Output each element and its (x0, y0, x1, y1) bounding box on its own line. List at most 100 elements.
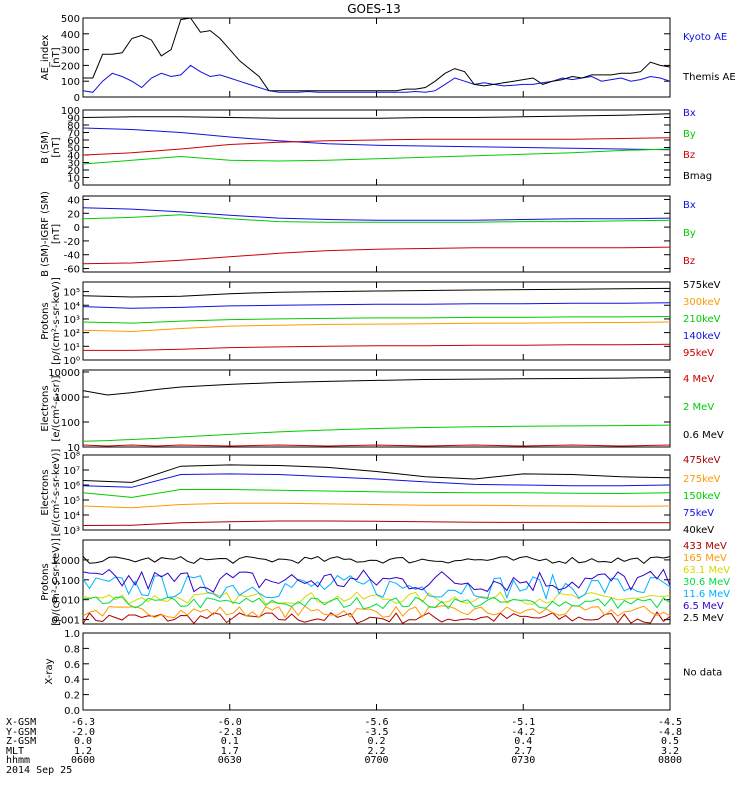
footer-value: -5.1 (511, 717, 536, 728)
footer-row-label: Y-GSM (6, 726, 37, 738)
y-tick-label: 10⁵ (63, 496, 80, 507)
panel-5: 10 100 1000 10000 Electrons [e/(cm²-s-sr)] 4 M… (40, 368, 724, 454)
y-tick-label: 10¹ (63, 342, 80, 353)
y-tick-label: 80 (67, 121, 80, 132)
y-tick-label: 10⁰ (63, 356, 80, 367)
y-tick-label: 100 (61, 77, 80, 88)
footer-value: 2.2 (367, 745, 386, 757)
y-tick-label: 1.0 (64, 629, 80, 640)
footer-value: 0.2 (367, 736, 386, 748)
y-tick-label: 70 (67, 129, 80, 140)
series-line-bz (82, 137, 671, 156)
footer-row-y-gsm: Y-GSM -2.0 -2.8 -3.5 -4.2 -4.8 (6, 726, 750, 738)
panel-frame (82, 369, 671, 448)
orbit-footer: X-GSM -6.3 -6.0 -5.6 -5.1 -4.5 Y-GSM -2.0 -2.8 -3… (6, 718, 750, 798)
y-tick-label: -40 (64, 251, 80, 262)
y-tick-label: 0 (74, 181, 80, 192)
legend-75kev: 75keV (683, 508, 714, 519)
y-tick-label: 10⁴ (63, 301, 80, 312)
y-tick-label: 60 (67, 136, 80, 147)
footer-value: -4.2 (511, 726, 536, 738)
y-tick-label: 50 (67, 144, 80, 155)
panel-3: -60 -40 -20 0 20 40 B (SM)-IGRF (SM) [nT] Bx By Bz (40, 191, 696, 277)
panel-frame (82, 454, 671, 531)
footer-row-label: Z-GSM (6, 736, 37, 748)
y-tick-label: 0.2 (64, 691, 80, 702)
y-axis-label: [e/(cm²-s-sr)] (51, 375, 62, 441)
y-tick-label: -60 (64, 265, 80, 276)
footer-row-label: X-GSM (6, 717, 37, 728)
panel-frame (82, 17, 671, 98)
legend-2-5-mev: 2.5 MeV (683, 613, 724, 624)
y-axis-label: AE_index (40, 35, 51, 81)
series-line-2-5-mev (82, 555, 671, 565)
legend-0-6-mev: 0.6 MeV (683, 430, 724, 441)
y-tick-label: 20 (67, 209, 80, 220)
series-line-475kev (82, 520, 671, 526)
footer-value: -4.8 (657, 726, 683, 738)
panel-8: 0.0 0.2 0.4 0.6 0.8 1.0 X-ray No data (44, 629, 722, 717)
y-tick-label: 10⁸ (63, 451, 80, 462)
y-axis-label: Protons (40, 302, 51, 339)
series-line-75kev (82, 473, 671, 488)
series-line-bx (82, 127, 671, 151)
y-axis-label: Electrons (40, 385, 51, 431)
y-tick-label: 90 (67, 114, 80, 125)
footer-value: 0.1 (220, 736, 239, 748)
y-tick-label: 0.010 (51, 596, 80, 607)
series-line-0-6-mev (82, 377, 671, 396)
series-line-95kev (83, 343, 671, 351)
series-line-275kev (82, 502, 671, 509)
y-tick-label: 0.8 (64, 644, 80, 655)
y-axis-label: [nT] (51, 224, 62, 244)
y-axis-label: B (SM)-IGRF (SM) (40, 191, 51, 277)
plot-date: 2014 Sep 25 (6, 765, 73, 776)
y-tick-label: 200 (61, 61, 80, 72)
footer-row-label: hhmm (6, 755, 31, 767)
series-line-30-6-mev (82, 596, 671, 610)
y-tick-label: 10³ (63, 315, 80, 326)
legend-themis-ae: Themis AE (682, 72, 736, 83)
legend-433-mev: 433 MeV (683, 541, 727, 552)
series-line-40kev (82, 464, 671, 483)
footer-value: 3.2 (660, 745, 680, 757)
legend-bx: Bx (683, 200, 696, 211)
y-tick-label: 10000 (48, 368, 80, 379)
y-tick-label: 10⁴ (63, 511, 80, 522)
legend-63-1-mev: 63.1 MeV (683, 565, 730, 576)
series-line-210kev (82, 316, 671, 324)
series-line-kyoto-ae (82, 64, 671, 93)
footer-value: 0730 (511, 755, 536, 767)
footer-value: 0600 (70, 755, 96, 767)
legend-140kev: 140keV (683, 331, 721, 342)
y-tick-label: 10² (63, 329, 80, 340)
series-line-4-mev (82, 444, 671, 447)
footer-value: 2.7 (514, 745, 533, 757)
series-line-bz (82, 246, 671, 265)
legend-30-6-mev: 30.6 MeV (683, 577, 730, 588)
series-line-by (82, 214, 671, 223)
series-line-6-5-mev (82, 568, 671, 593)
y-tick-label: 0 (74, 93, 80, 104)
series-line-575kev (82, 287, 671, 298)
series-line-themis-ae (83, 17, 671, 92)
legend-kyoto-ae: Kyoto AE (683, 32, 727, 43)
footer-value: 0800 (657, 755, 683, 767)
legend-bz: Bz (683, 150, 695, 161)
y-tick-label: 40 (67, 151, 80, 162)
footer-value: -2.0 (70, 726, 96, 738)
plot-title: GOES-13 (347, 2, 401, 16)
y-axis-label: [nT] (51, 47, 62, 67)
legend-275kev: 275keV (683, 474, 721, 485)
y-tick-label: 1.000 (51, 556, 80, 567)
y-tick-label: 100 (61, 106, 80, 117)
footer-row-x-gsm: X-GSM -6.3 -6.0 -5.6 -5.1 -4.5 (6, 718, 750, 728)
no-data-note: No data (683, 668, 722, 679)
series-line-140kev (82, 302, 671, 309)
footer-value: 0.0 (73, 736, 93, 748)
footer-row-hhmm: hhmm 0600 0630 0700 0730 0800 (6, 756, 750, 766)
y-tick-label: 500 (61, 14, 80, 25)
